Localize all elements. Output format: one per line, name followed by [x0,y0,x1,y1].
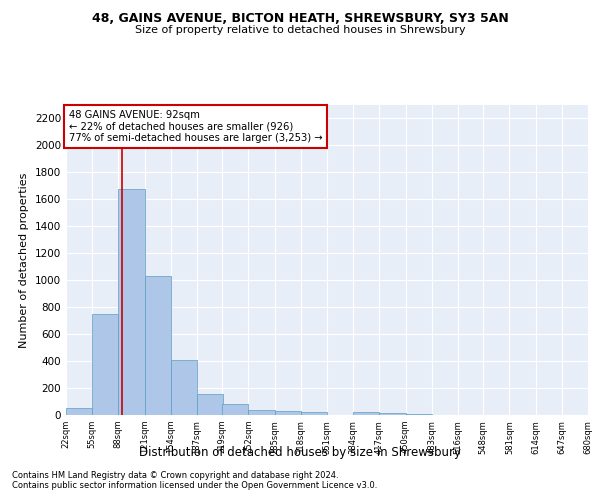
Bar [275,411,301,415]
Bar [92,314,118,415]
Bar [222,404,248,415]
Bar [118,188,145,415]
Bar [171,360,197,415]
Text: 48, GAINS AVENUE, BICTON HEATH, SHREWSBURY, SY3 5AN: 48, GAINS AVENUE, BICTON HEATH, SHREWSBU… [92,12,508,26]
Bar [66,408,92,415]
Text: Size of property relative to detached houses in Shrewsbury: Size of property relative to detached ho… [134,25,466,35]
Bar [406,414,432,415]
Bar [301,412,327,415]
Bar [248,410,275,415]
Bar [379,413,406,415]
Bar [353,412,379,415]
Bar [145,276,171,415]
Text: Distribution of detached houses by size in Shrewsbury: Distribution of detached houses by size … [139,446,461,459]
Text: 48 GAINS AVENUE: 92sqm
← 22% of detached houses are smaller (926)
77% of semi-de: 48 GAINS AVENUE: 92sqm ← 22% of detached… [68,110,322,143]
Bar [197,394,223,415]
Y-axis label: Number of detached properties: Number of detached properties [19,172,29,348]
Text: Contains public sector information licensed under the Open Government Licence v3: Contains public sector information licen… [12,481,377,490]
Text: Contains HM Land Registry data © Crown copyright and database right 2024.: Contains HM Land Registry data © Crown c… [12,471,338,480]
